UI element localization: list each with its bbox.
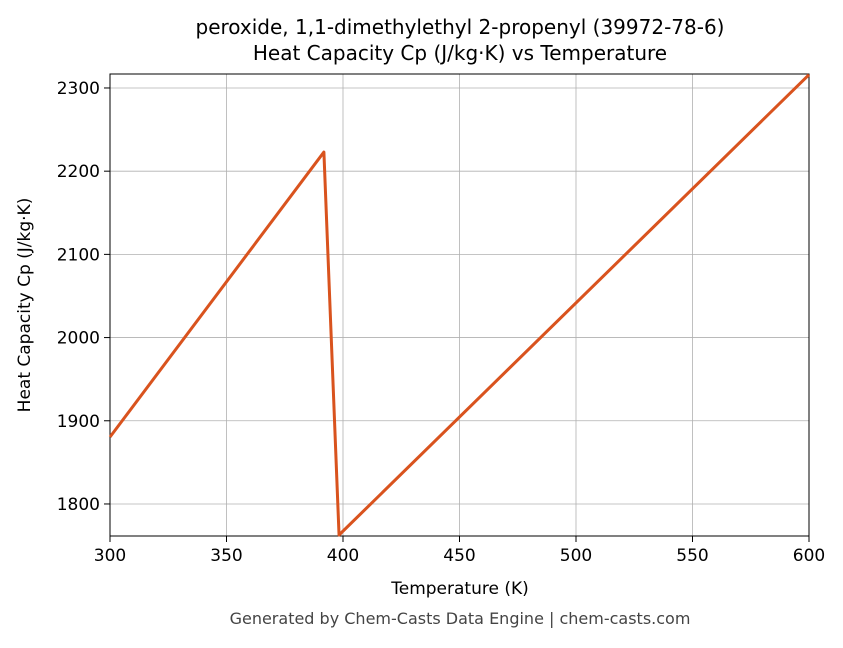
chart-title: peroxide, 1,1-dimethylethyl 2-propenyl (… (196, 15, 725, 39)
x-tick-label: 600 (793, 546, 825, 566)
x-tick-label: 550 (676, 546, 708, 566)
y-tick-label: 2300 (57, 79, 100, 99)
y-axis-label: Heat Capacity Cp (J/kg·K) (15, 198, 35, 413)
chart-subtitle: Heat Capacity Cp (J/kg·K) vs Temperature (253, 41, 667, 65)
x-tick-label: 300 (94, 546, 126, 566)
y-tick-label: 2100 (57, 245, 100, 265)
y-tick-label: 1900 (57, 412, 100, 432)
footer: Generated by Chem-Casts Data Engine | ch… (230, 609, 691, 628)
x-tick-label: 450 (443, 546, 475, 566)
y-tick-label: 2200 (57, 162, 100, 182)
data-line (108, 73, 811, 537)
y-tick-label: 1800 (57, 495, 100, 515)
x-axis-label: Temperature (K) (390, 579, 529, 599)
x-tick-label: 400 (327, 546, 359, 566)
x-tick-label: 350 (210, 546, 242, 566)
x-tick-label: 500 (560, 546, 592, 566)
plot-frame (109, 73, 810, 537)
y-tick-label: 2000 (57, 329, 100, 349)
